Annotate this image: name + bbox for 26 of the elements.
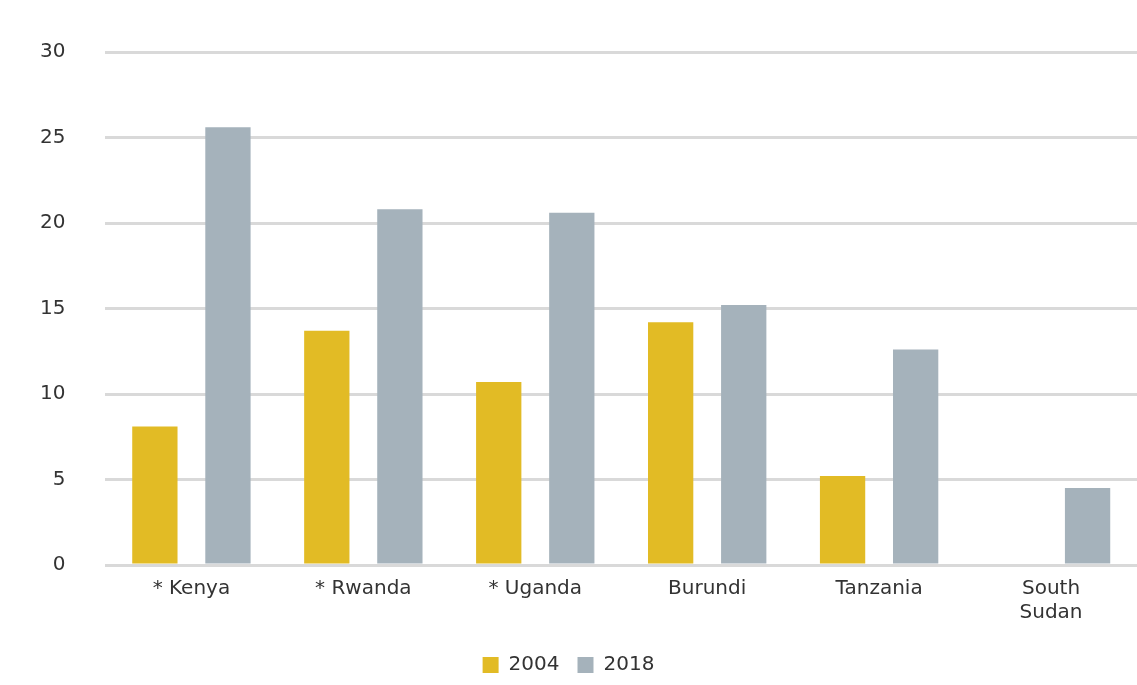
legend-label: 2018 xyxy=(603,651,655,676)
y-tick-label: 20 xyxy=(40,209,66,234)
x-tick-label: Tanzania xyxy=(834,575,923,600)
x-tick-label: Burundi xyxy=(668,575,747,600)
bar xyxy=(1064,488,1111,564)
y-tick-label: 5 xyxy=(52,465,66,490)
y-tick-label: 25 xyxy=(40,123,66,148)
y-tick-label: 15 xyxy=(40,294,66,319)
x-tick-label: * Rwanda xyxy=(315,575,412,600)
bar xyxy=(893,349,939,564)
x-tick-label: South Sudan xyxy=(1019,575,1083,624)
x-tick-label: * Kenya xyxy=(152,575,231,600)
bar xyxy=(476,382,522,564)
y-tick-label: 10 xyxy=(40,380,66,405)
bar xyxy=(377,209,423,564)
bar xyxy=(819,476,866,564)
y-tick-label: 0 xyxy=(52,551,66,576)
y-tick-label: 30 xyxy=(40,38,66,63)
bar xyxy=(205,127,251,564)
legend-label: 2004 xyxy=(508,651,560,676)
bar xyxy=(648,322,694,564)
bar xyxy=(549,212,595,564)
bar xyxy=(132,426,178,564)
bar xyxy=(721,305,767,564)
x-tick-label: * Uganda xyxy=(488,575,583,600)
bar xyxy=(304,330,350,564)
